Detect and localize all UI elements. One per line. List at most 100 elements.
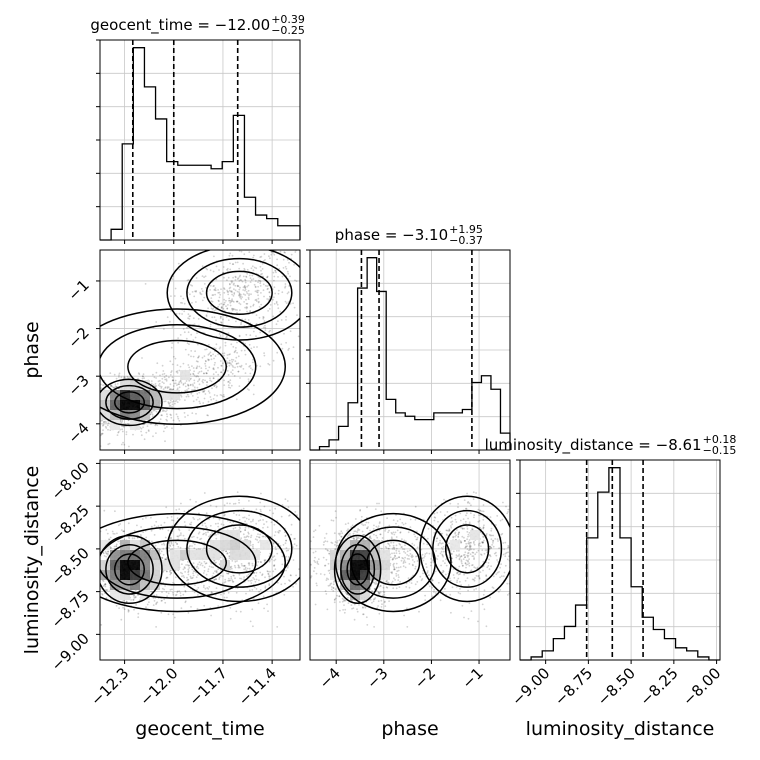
sample-point	[152, 604, 155, 606]
sample-point	[317, 546, 319, 548]
sample-point	[245, 569, 248, 572]
sample-point	[86, 442, 88, 444]
sample-point	[259, 265, 262, 268]
sample-point	[274, 269, 277, 272]
sample-point	[239, 610, 242, 613]
sample-point	[189, 577, 192, 579]
sample-point	[203, 283, 206, 285]
sample-point	[172, 613, 175, 616]
sample-point	[106, 424, 109, 427]
sample-point	[206, 311, 209, 314]
sample-point	[198, 383, 201, 386]
sample-point	[158, 421, 161, 423]
sample-point	[228, 557, 231, 560]
sample-point	[238, 302, 241, 304]
sample-point	[276, 626, 279, 628]
sample-point	[247, 298, 250, 300]
sample-point	[204, 515, 207, 518]
sample-point	[182, 593, 185, 596]
sample-point	[245, 276, 248, 278]
sample-point	[244, 288, 247, 291]
sample-point	[104, 583, 107, 585]
sample-point	[285, 315, 287, 318]
sample-point	[232, 527, 235, 530]
sample-point	[191, 383, 194, 386]
sample-point	[255, 578, 258, 581]
sample-point	[218, 578, 221, 580]
sample-point	[279, 544, 282, 547]
sample-point	[268, 560, 271, 563]
sample-point	[85, 444, 87, 446]
sample-point	[230, 567, 233, 570]
sample-point	[243, 576, 246, 578]
sample-point	[190, 523, 192, 526]
sample-point	[188, 343, 190, 346]
sample-point	[195, 290, 197, 293]
sample-point	[224, 246, 226, 248]
sample-point	[269, 257, 271, 260]
sample-point	[250, 582, 253, 584]
sample-point	[244, 526, 247, 529]
sample-point	[262, 283, 265, 286]
sample-point	[223, 276, 225, 279]
sample-point	[231, 280, 234, 283]
sample-point	[166, 413, 168, 416]
sample-point	[213, 559, 216, 562]
sample-point	[324, 590, 327, 592]
sample-point	[97, 420, 99, 422]
sample-point	[274, 558, 277, 561]
sample-point	[183, 302, 186, 305]
sample-point	[284, 300, 287, 303]
sample-point	[212, 368, 215, 370]
sample-point	[145, 536, 148, 539]
sample-point	[198, 518, 201, 520]
sample-point	[244, 289, 246, 292]
sample-point	[171, 588, 173, 591]
sample-point	[247, 380, 250, 383]
sample-point	[245, 333, 248, 336]
sample-point	[230, 384, 233, 387]
sample-point	[203, 547, 206, 549]
sample-point	[170, 388, 172, 390]
sample-point	[256, 346, 258, 348]
sample-point	[236, 560, 238, 562]
sample-point	[266, 298, 269, 300]
sample-point	[272, 542, 275, 545]
sample-point	[276, 351, 279, 354]
sample-point	[200, 537, 203, 540]
sample-point	[223, 354, 226, 357]
sample-point	[117, 524, 120, 527]
sample-point	[264, 324, 266, 327]
contour-line	[205, 270, 273, 316]
sample-point	[226, 270, 229, 273]
sample-point	[207, 531, 209, 533]
sample-point	[1, 533, 3, 535]
density-cell	[120, 560, 130, 570]
sample-point	[117, 430, 120, 433]
sample-point	[234, 360, 237, 363]
sample-point	[208, 535, 210, 538]
sample-point	[209, 504, 212, 507]
sample-point	[216, 385, 218, 388]
sample-point	[226, 362, 229, 365]
sample-point	[88, 393, 90, 395]
sample-point	[247, 562, 250, 565]
sample-point	[227, 332, 230, 335]
sample-point	[172, 355, 175, 358]
sample-point	[107, 428, 109, 431]
density-cell	[130, 410, 140, 420]
sample-point	[163, 328, 165, 330]
sample-point	[89, 425, 91, 427]
sample-point	[150, 380, 153, 382]
density-cell	[150, 390, 160, 400]
sample-point	[293, 538, 295, 540]
sample-point	[225, 299, 227, 302]
sample-point	[95, 554, 97, 556]
sample-point	[155, 385, 158, 387]
sample-point	[208, 366, 211, 369]
sample-point	[210, 591, 213, 593]
sample-point	[187, 364, 190, 366]
sample-point	[240, 563, 243, 565]
sample-point	[202, 372, 205, 375]
sample-point	[244, 568, 247, 570]
